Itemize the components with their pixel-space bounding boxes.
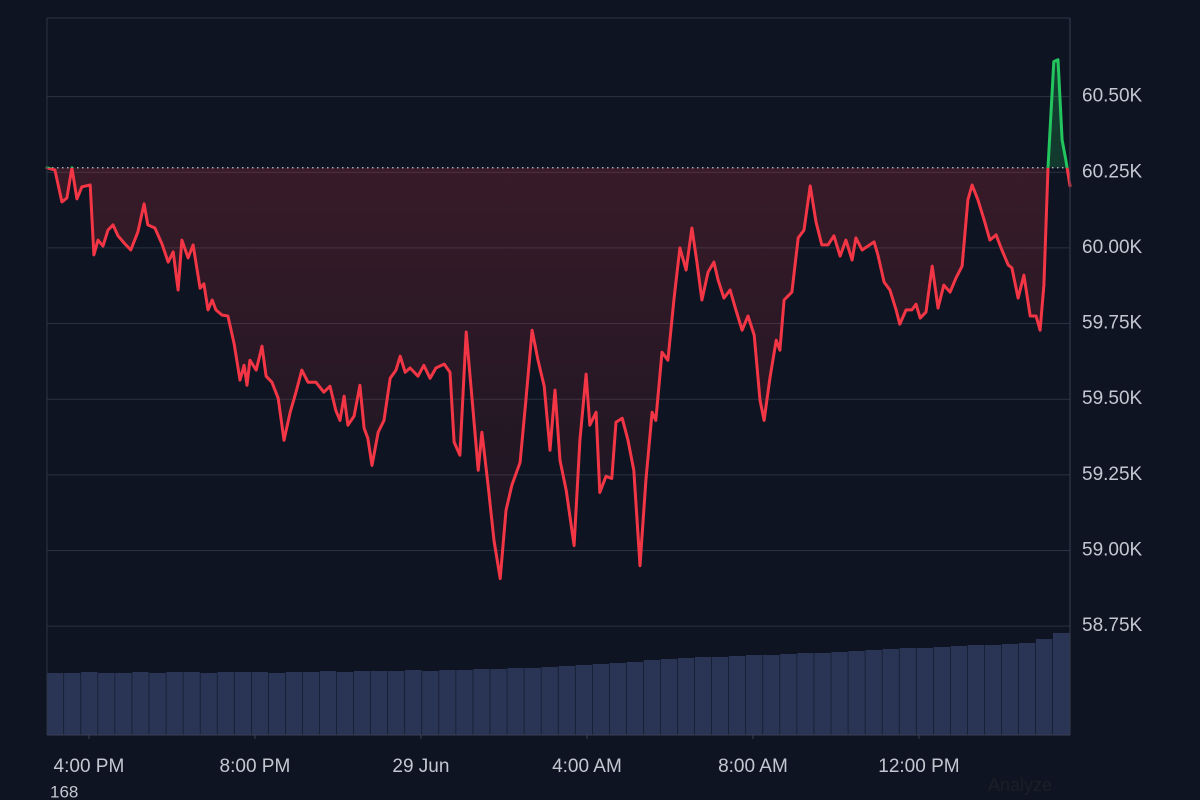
volume-bar [183,672,200,735]
volume-bar [541,667,558,735]
volume-bar [490,669,507,735]
volume-bar [234,672,251,735]
volume-bar [694,657,712,735]
volume-bar [422,671,439,735]
volume-bar [200,673,217,735]
volume-bar [711,657,729,735]
y-tick-label: 59.00K [1082,539,1143,560]
volume-bar [865,650,882,735]
y-tick-label: 59.50K [1082,388,1143,409]
volume-bar [405,670,422,735]
y-tick-label: 59.25K [1082,464,1143,485]
volume-bar [439,670,456,735]
y-tick-label: 60.00K [1082,237,1143,258]
volume-bar [592,664,610,735]
volume-bar [660,659,678,735]
volume-bar [916,648,933,735]
volume-bar [98,673,115,735]
volume-bar [899,648,916,735]
volume-bar [609,663,627,735]
x-tick-label: 8:00 PM [220,756,291,777]
y-tick-label: 60.50K [1082,86,1143,107]
volume-bar [251,672,269,735]
volume-bar [1035,639,1053,735]
volume-bar [166,672,183,735]
volume-bar [797,653,814,735]
volume-bar [831,652,848,735]
y-tick-label: 59.75K [1082,313,1143,334]
y-tick-label: 58.75K [1082,615,1143,636]
volume-bar [319,671,337,735]
volume-bar [984,645,1002,735]
volume-bar [115,673,132,735]
volume-bar [677,658,695,735]
volume-bar [285,672,303,735]
volume-bar [780,654,797,735]
volume-bar [353,671,371,735]
volume-bar [558,666,575,735]
volume-bar [268,673,286,735]
footnote: 168 [50,782,78,800]
volume-bar [950,646,968,735]
y-tick-label: 60.25K [1082,161,1143,182]
analyze-button[interactable]: Analyze [988,775,1052,795]
volume-bar [524,668,541,735]
volume-bar [388,671,405,735]
volume-bar [81,672,98,735]
volume-bar [814,653,831,735]
volume-bar [626,662,644,735]
volume-bar [575,665,592,735]
volume-bar [507,668,524,735]
volume-bar [132,672,149,735]
volume-bar [370,671,388,735]
volume-bar [336,672,354,735]
price-line [45,167,1072,581]
x-tick-label: 8:00 AM [718,756,788,777]
volume-bar [763,655,780,735]
volume-bar [1052,633,1070,735]
volume-bar [47,673,64,735]
volume-bar [643,660,661,735]
volume-bar [149,673,166,735]
volume-bar [933,647,951,735]
volume-bar [848,651,865,735]
volume-bar [302,672,320,735]
x-tick-label: 12:00 PM [878,756,959,777]
volume-bar [882,649,899,735]
volume-bar [217,672,234,735]
volume-bar [1018,643,1036,735]
volume-bar [746,655,763,735]
volume-bar [729,656,746,735]
volume-bar [967,645,985,735]
volume-bar [456,670,473,735]
volume-bar [1001,644,1019,735]
x-tick-label: 29 Jun [392,756,449,777]
area-below [47,167,1070,579]
x-tick-label: 4:00 PM [54,756,125,777]
x-tick-label: 4:00 AM [552,756,622,777]
volume-bar [473,669,490,735]
volume-bar [64,673,81,735]
